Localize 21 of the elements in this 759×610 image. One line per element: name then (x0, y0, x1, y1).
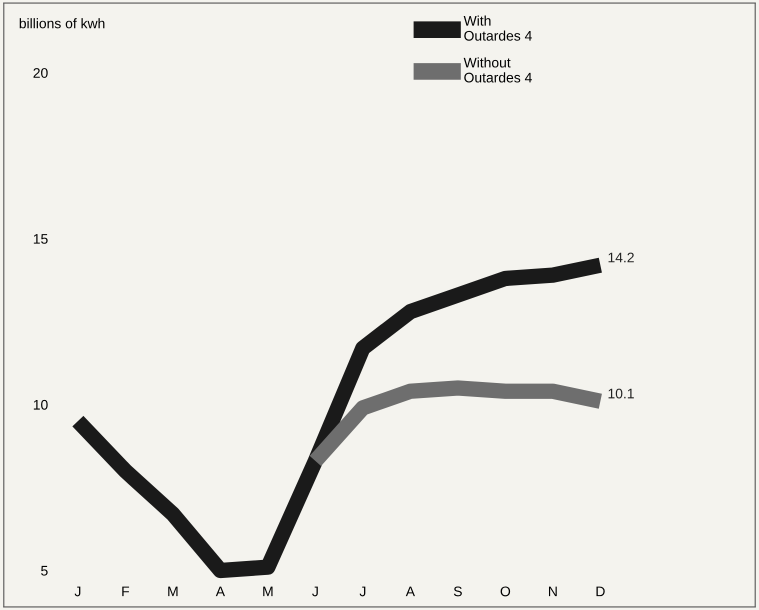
y-tick-label: 10 (34, 400, 48, 410)
x-tick-label: O (500, 586, 510, 596)
x-tick-label: J (74, 586, 80, 596)
x-tick-label: J (312, 586, 318, 596)
x-tick-label: J (360, 586, 366, 596)
data-label: 10.1 (608, 388, 634, 398)
x-tick-label: M (263, 586, 273, 596)
x-tick-label: M (168, 586, 178, 596)
legend-label: Without Outardes 4 (464, 57, 532, 83)
x-tick-label: S (454, 586, 462, 596)
y-tick-label: 5 (41, 566, 48, 576)
y-tick-label: 15 (34, 234, 48, 244)
legend-label: With Outardes 4 (464, 16, 532, 41)
y-axis-title: billions of kwh (20, 18, 104, 28)
x-tick-label: D (596, 586, 605, 596)
data-label: 14.2 (608, 252, 634, 262)
x-tick-label: N (548, 586, 557, 596)
x-tick-label: F (122, 586, 130, 596)
x-tick-label: A (406, 586, 415, 596)
y-tick-label: 20 (33, 68, 48, 78)
x-tick-label: A (216, 586, 225, 596)
